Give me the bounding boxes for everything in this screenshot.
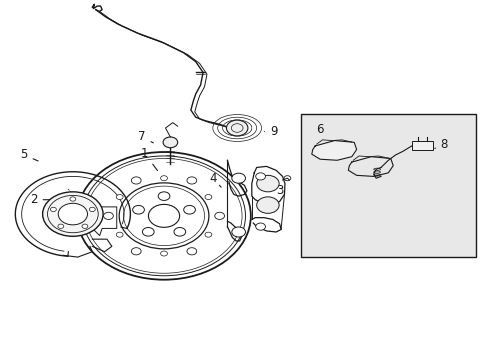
- Circle shape: [231, 173, 245, 183]
- Bar: [300, 114, 475, 257]
- Circle shape: [82, 224, 88, 228]
- Text: 4: 4: [209, 172, 221, 187]
- Circle shape: [70, 197, 76, 201]
- Circle shape: [42, 192, 103, 236]
- Circle shape: [116, 232, 123, 237]
- Text: 9: 9: [264, 125, 277, 138]
- Polygon shape: [311, 140, 356, 160]
- Text: 5: 5: [20, 148, 38, 161]
- Circle shape: [174, 228, 185, 236]
- Circle shape: [256, 175, 279, 192]
- Circle shape: [160, 251, 167, 256]
- Circle shape: [58, 203, 87, 225]
- Circle shape: [89, 207, 95, 212]
- Circle shape: [142, 228, 154, 236]
- Text: 3: 3: [269, 184, 283, 202]
- Circle shape: [255, 173, 265, 180]
- Circle shape: [214, 212, 224, 220]
- Bar: [411, 140, 432, 149]
- Circle shape: [50, 207, 56, 212]
- Circle shape: [231, 227, 245, 237]
- Circle shape: [226, 120, 247, 136]
- Circle shape: [163, 137, 177, 148]
- Text: 2: 2: [30, 193, 50, 206]
- Text: 7: 7: [138, 130, 153, 144]
- Text: 8: 8: [434, 138, 447, 150]
- Circle shape: [204, 194, 211, 199]
- Circle shape: [131, 177, 141, 184]
- Circle shape: [158, 192, 169, 201]
- Circle shape: [183, 206, 195, 214]
- Text: 6: 6: [316, 123, 323, 136]
- Circle shape: [58, 224, 63, 228]
- Circle shape: [131, 248, 141, 255]
- Circle shape: [204, 232, 211, 237]
- Circle shape: [103, 212, 113, 220]
- Circle shape: [116, 194, 123, 199]
- Circle shape: [186, 248, 196, 255]
- Text: 1: 1: [141, 147, 157, 171]
- Circle shape: [160, 176, 167, 181]
- Circle shape: [256, 197, 279, 213]
- Polygon shape: [347, 157, 392, 176]
- Circle shape: [186, 177, 196, 184]
- Circle shape: [255, 223, 265, 230]
- Circle shape: [132, 206, 144, 214]
